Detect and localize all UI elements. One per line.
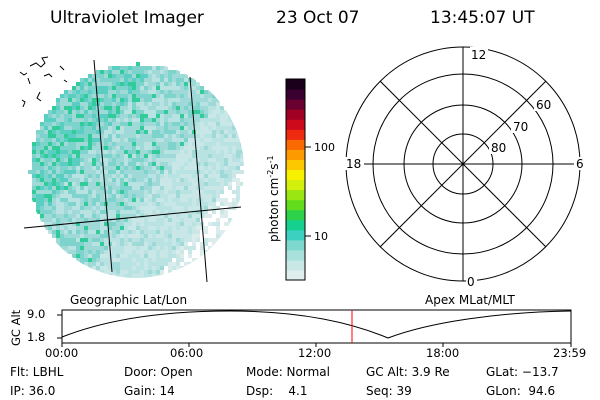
polar-plot-label: Apex MLat/MLT [425, 293, 515, 307]
colorbar: 100 10 photon cm-2s-1 [266, 78, 335, 281]
colorbar-band [286, 239, 305, 251]
mlat-label-80: 80 [491, 141, 506, 155]
colorbar-band [286, 229, 305, 241]
orbit-ytick-max: 9.0 [27, 307, 46, 321]
status-glon: GLon: 94.6 [486, 384, 556, 398]
status-dsp: Dsp: 4.1 [246, 384, 308, 398]
observation-date: 23 Oct 07 [276, 8, 360, 28]
colorbar-band [286, 169, 305, 181]
mlat-label-70: 70 [513, 120, 528, 134]
colorbar-tick-10: 10 [314, 230, 328, 243]
colorbar-band [286, 99, 305, 110]
mlt-label-noon: 12 [471, 48, 486, 62]
status-door: Door: Open [124, 365, 193, 379]
geographic-globe-image [19, 56, 244, 283]
orbit-xtick: 00:00 [45, 346, 79, 360]
geo-map-label: Geographic Lat/Lon [70, 293, 188, 307]
colorbar-band [286, 189, 305, 201]
colorbar-band [286, 129, 305, 140]
orbit-xtick: 12:00 [298, 346, 332, 360]
colorbar-band [286, 109, 305, 120]
colorbar-band [286, 219, 305, 231]
colorbar-band [286, 79, 305, 90]
orbit-ytick-min: 1.8 [27, 330, 46, 344]
orbit-altitude-plot: GC Alt [9, 309, 572, 347]
colorbar-band [286, 269, 305, 281]
orbit-xtick: 18:00 [426, 346, 460, 360]
colorbar-band [286, 179, 305, 191]
colorbar-band [286, 149, 305, 160]
mlat-label-60: 60 [536, 98, 551, 112]
parallel-line [23, 206, 242, 229]
mlt-label-midnight: 0 [467, 275, 475, 289]
status-glat: GLat: −13.7 [486, 365, 559, 379]
colorbar-band [286, 159, 305, 171]
status-ip: IP: 36.0 [10, 384, 56, 398]
status-seq: Seq: 39 [366, 384, 412, 398]
colorbar-band [286, 249, 305, 261]
colorbar-band [286, 139, 305, 150]
meridian-line [189, 76, 208, 283]
meridian-line [93, 59, 113, 273]
colorbar-band [286, 89, 305, 100]
colorbar-tick-100: 100 [314, 141, 335, 154]
observation-time: 13:45:07 UT [430, 8, 535, 28]
orbit-xtick: 23:59 [553, 346, 587, 360]
status-mode: Mode: Normal [246, 365, 330, 379]
colorbar-label: photon cm-2s-1 [266, 155, 281, 242]
colorbar-band [286, 259, 305, 271]
colorbar-band [286, 119, 305, 130]
polar-plot [345, 46, 581, 282]
status-gain: Gain: 14 [124, 384, 175, 398]
orbit-ylabel: GC Alt [9, 309, 23, 346]
coastline [19, 56, 68, 108]
mlt-label-dusk: 18 [346, 157, 361, 171]
status-gc-alt: GC Alt: 3.9 Re [366, 365, 450, 379]
orbit-xtick: 06:00 [170, 346, 204, 360]
instrument-title: Ultraviolet Imager [50, 8, 204, 28]
orbit-altitude-curve [61, 310, 572, 339]
colorbar-band [286, 209, 305, 221]
mlt-label-dawn: 6 [576, 157, 584, 171]
colorbar-band [286, 199, 305, 211]
status-filter: Flt: LBHL [10, 365, 64, 379]
